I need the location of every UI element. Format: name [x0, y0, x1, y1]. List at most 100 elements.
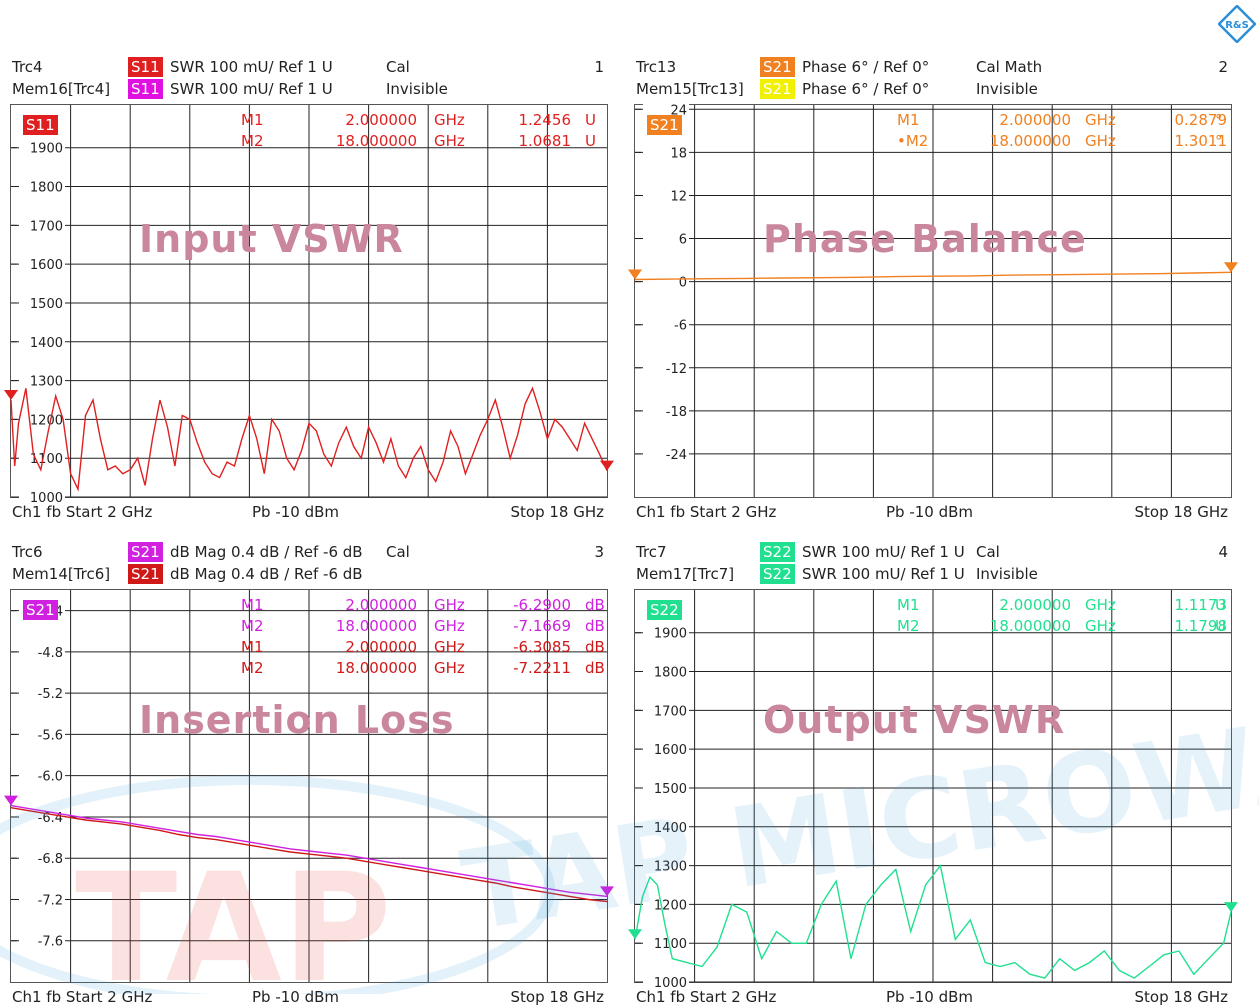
y-tick-label: 24: [670, 103, 687, 118]
rohde-schwarz-logo: R&S: [1218, 5, 1256, 43]
tick-bg: [19, 333, 65, 349]
marker-freq: 18.000000: [989, 617, 1071, 635]
y-tick-label: 1400: [654, 821, 687, 836]
panel-output-vswr: Trc7 S22 SWR 100 mU/ Ref 1 U Cal Mem17[Trc7]…: [624, 537, 1248, 1007]
marker-name: •M2: [897, 132, 929, 150]
tick-bg: [19, 891, 65, 907]
tick-bg: [19, 726, 65, 742]
tick-bg: [643, 273, 689, 289]
trace-badge: S21: [128, 564, 163, 584]
marker-value: 1.0681: [518, 132, 572, 150]
trace-line: [634, 271, 1232, 281]
y-tick-label: 0: [679, 276, 687, 291]
y-tick-label: 1000: [654, 976, 687, 991]
tick-bg: [643, 316, 689, 332]
trace-name: Trc13: [636, 58, 677, 76]
marker-value: 0.2879: [1174, 111, 1228, 129]
y-tick-label: 18: [670, 146, 687, 161]
marker-value: 1.1798: [1174, 617, 1228, 635]
y-tick-label: 1200: [30, 413, 63, 428]
y-tick-label: 1300: [30, 375, 63, 390]
footer-stop: Stop 18 GHz: [510, 988, 604, 1006]
footer-power: Pb -10 dBm: [252, 988, 340, 1006]
marker-triangle: [628, 269, 642, 280]
active-trace-badge: S21: [647, 115, 682, 135]
trace-name: Mem15[Trc13]: [636, 80, 744, 98]
active-trace-badge: S22: [647, 600, 682, 620]
tick-bg: [19, 932, 65, 948]
marker-freq: 2.000000: [999, 596, 1071, 614]
tick-bg: [643, 779, 689, 795]
trace-format: Phase 6° / Ref 0°: [802, 58, 930, 76]
plot-svg: -4.4-4.8-5.2-5.6-6.0-6.4-6.8-7.2-7.6: [4, 590, 614, 982]
tick-bg: [19, 850, 65, 866]
tick-bg: [19, 450, 65, 466]
marker-value: 1.1173: [1174, 596, 1228, 614]
tick-bg: [19, 643, 65, 659]
trace-badge: S11: [128, 79, 163, 99]
trace-name: Mem16[Trc4]: [12, 80, 111, 98]
y-tick-label: 1900: [654, 627, 687, 642]
panel-number: 1: [594, 58, 604, 76]
panel-phase-balance: Trc13 S21 Phase 6° / Ref 0° Cal Math Mem15[T…: [624, 52, 1248, 522]
marker-value: 1.3011: [1174, 132, 1228, 150]
marker-name: M2: [897, 617, 920, 635]
marker-value-unit: dB: [585, 617, 605, 635]
footer-start: Ch1 fb Start 2 GHz: [636, 503, 777, 521]
tick-bg: [19, 139, 65, 155]
y-tick-label: 1100: [654, 937, 687, 952]
trace-status: Cal Math: [976, 58, 1043, 76]
trace-name: Mem14[Trc6]: [12, 565, 111, 583]
panel-input-vswr: Trc4 S11 SWR 100 mU/ Ref 1 U Cal Mem16[Trc4]…: [0, 52, 624, 522]
active-trace-badge: S21: [23, 600, 58, 620]
trace-line: [10, 386, 608, 492]
y-tick-label: 1700: [30, 219, 63, 234]
marker-value-unit: U: [585, 132, 596, 150]
logo-text: R&S: [1225, 20, 1249, 31]
tick-bg: [19, 217, 65, 233]
tick-bg: [19, 178, 65, 194]
tick-bg: [643, 818, 689, 834]
marker-triangle: [600, 460, 614, 471]
trace-status: Invisible: [976, 80, 1038, 98]
trace-name: Trc4: [12, 58, 43, 76]
marker-freq: 18.000000: [335, 659, 417, 677]
trace-badge: S11: [128, 57, 163, 77]
marker-value: -7.1669: [513, 617, 571, 635]
trace-badge: S21: [128, 542, 163, 562]
y-tick-label: 6: [679, 233, 687, 248]
marker-value-unit: °: [1215, 111, 1223, 129]
y-tick-label: 1200: [654, 898, 687, 913]
plot-area: 1900 1800 1700 1600 1500 1400 1300 1200 1100 1000…: [628, 589, 1238, 991]
y-tick-label: -6.8: [38, 852, 63, 867]
y-tick-label: 1300: [654, 860, 687, 875]
marker-name: M2: [241, 132, 264, 150]
plot-svg: 1900 1800 1700 1600 1500 1400 1300 1200 1100 1000: [628, 590, 1238, 991]
y-tick-label: -7.6: [38, 935, 63, 950]
marker-name: M1: [897, 596, 920, 614]
y-tick-label: 1500: [30, 297, 63, 312]
overlay-label: Input VSWR: [139, 217, 404, 261]
plot-svg: 1900 1800 1700 1600 1500 1400 1300 1200 1100 1000: [4, 105, 614, 506]
tick-bg: [643, 445, 689, 461]
marker-value: -7.2211: [513, 659, 571, 677]
marker-freq: 2.000000: [345, 596, 417, 614]
y-tick-label: 1800: [30, 181, 63, 196]
y-tick-label: 1500: [654, 782, 687, 797]
tick-bg: [643, 359, 689, 375]
tick-bg: [643, 663, 689, 679]
y-tick-label: -6: [674, 319, 687, 334]
tick-bg: [19, 372, 65, 388]
tick-bg: [643, 101, 689, 117]
marker-freq: 2.000000: [345, 638, 417, 656]
marker-triangle: [628, 929, 642, 940]
marker-value: -6.3085: [513, 638, 571, 656]
active-trace-badge: S11: [23, 115, 58, 135]
tick-bg: [643, 402, 689, 418]
footer-stop: Stop 18 GHz: [510, 503, 604, 521]
marker-unit: GHz: [1085, 596, 1116, 614]
footer-stop: Stop 18 GHz: [1134, 503, 1228, 521]
tick-bg: [643, 702, 689, 718]
marker-triangle: [4, 795, 18, 806]
marker-value-unit: U: [1215, 617, 1226, 635]
